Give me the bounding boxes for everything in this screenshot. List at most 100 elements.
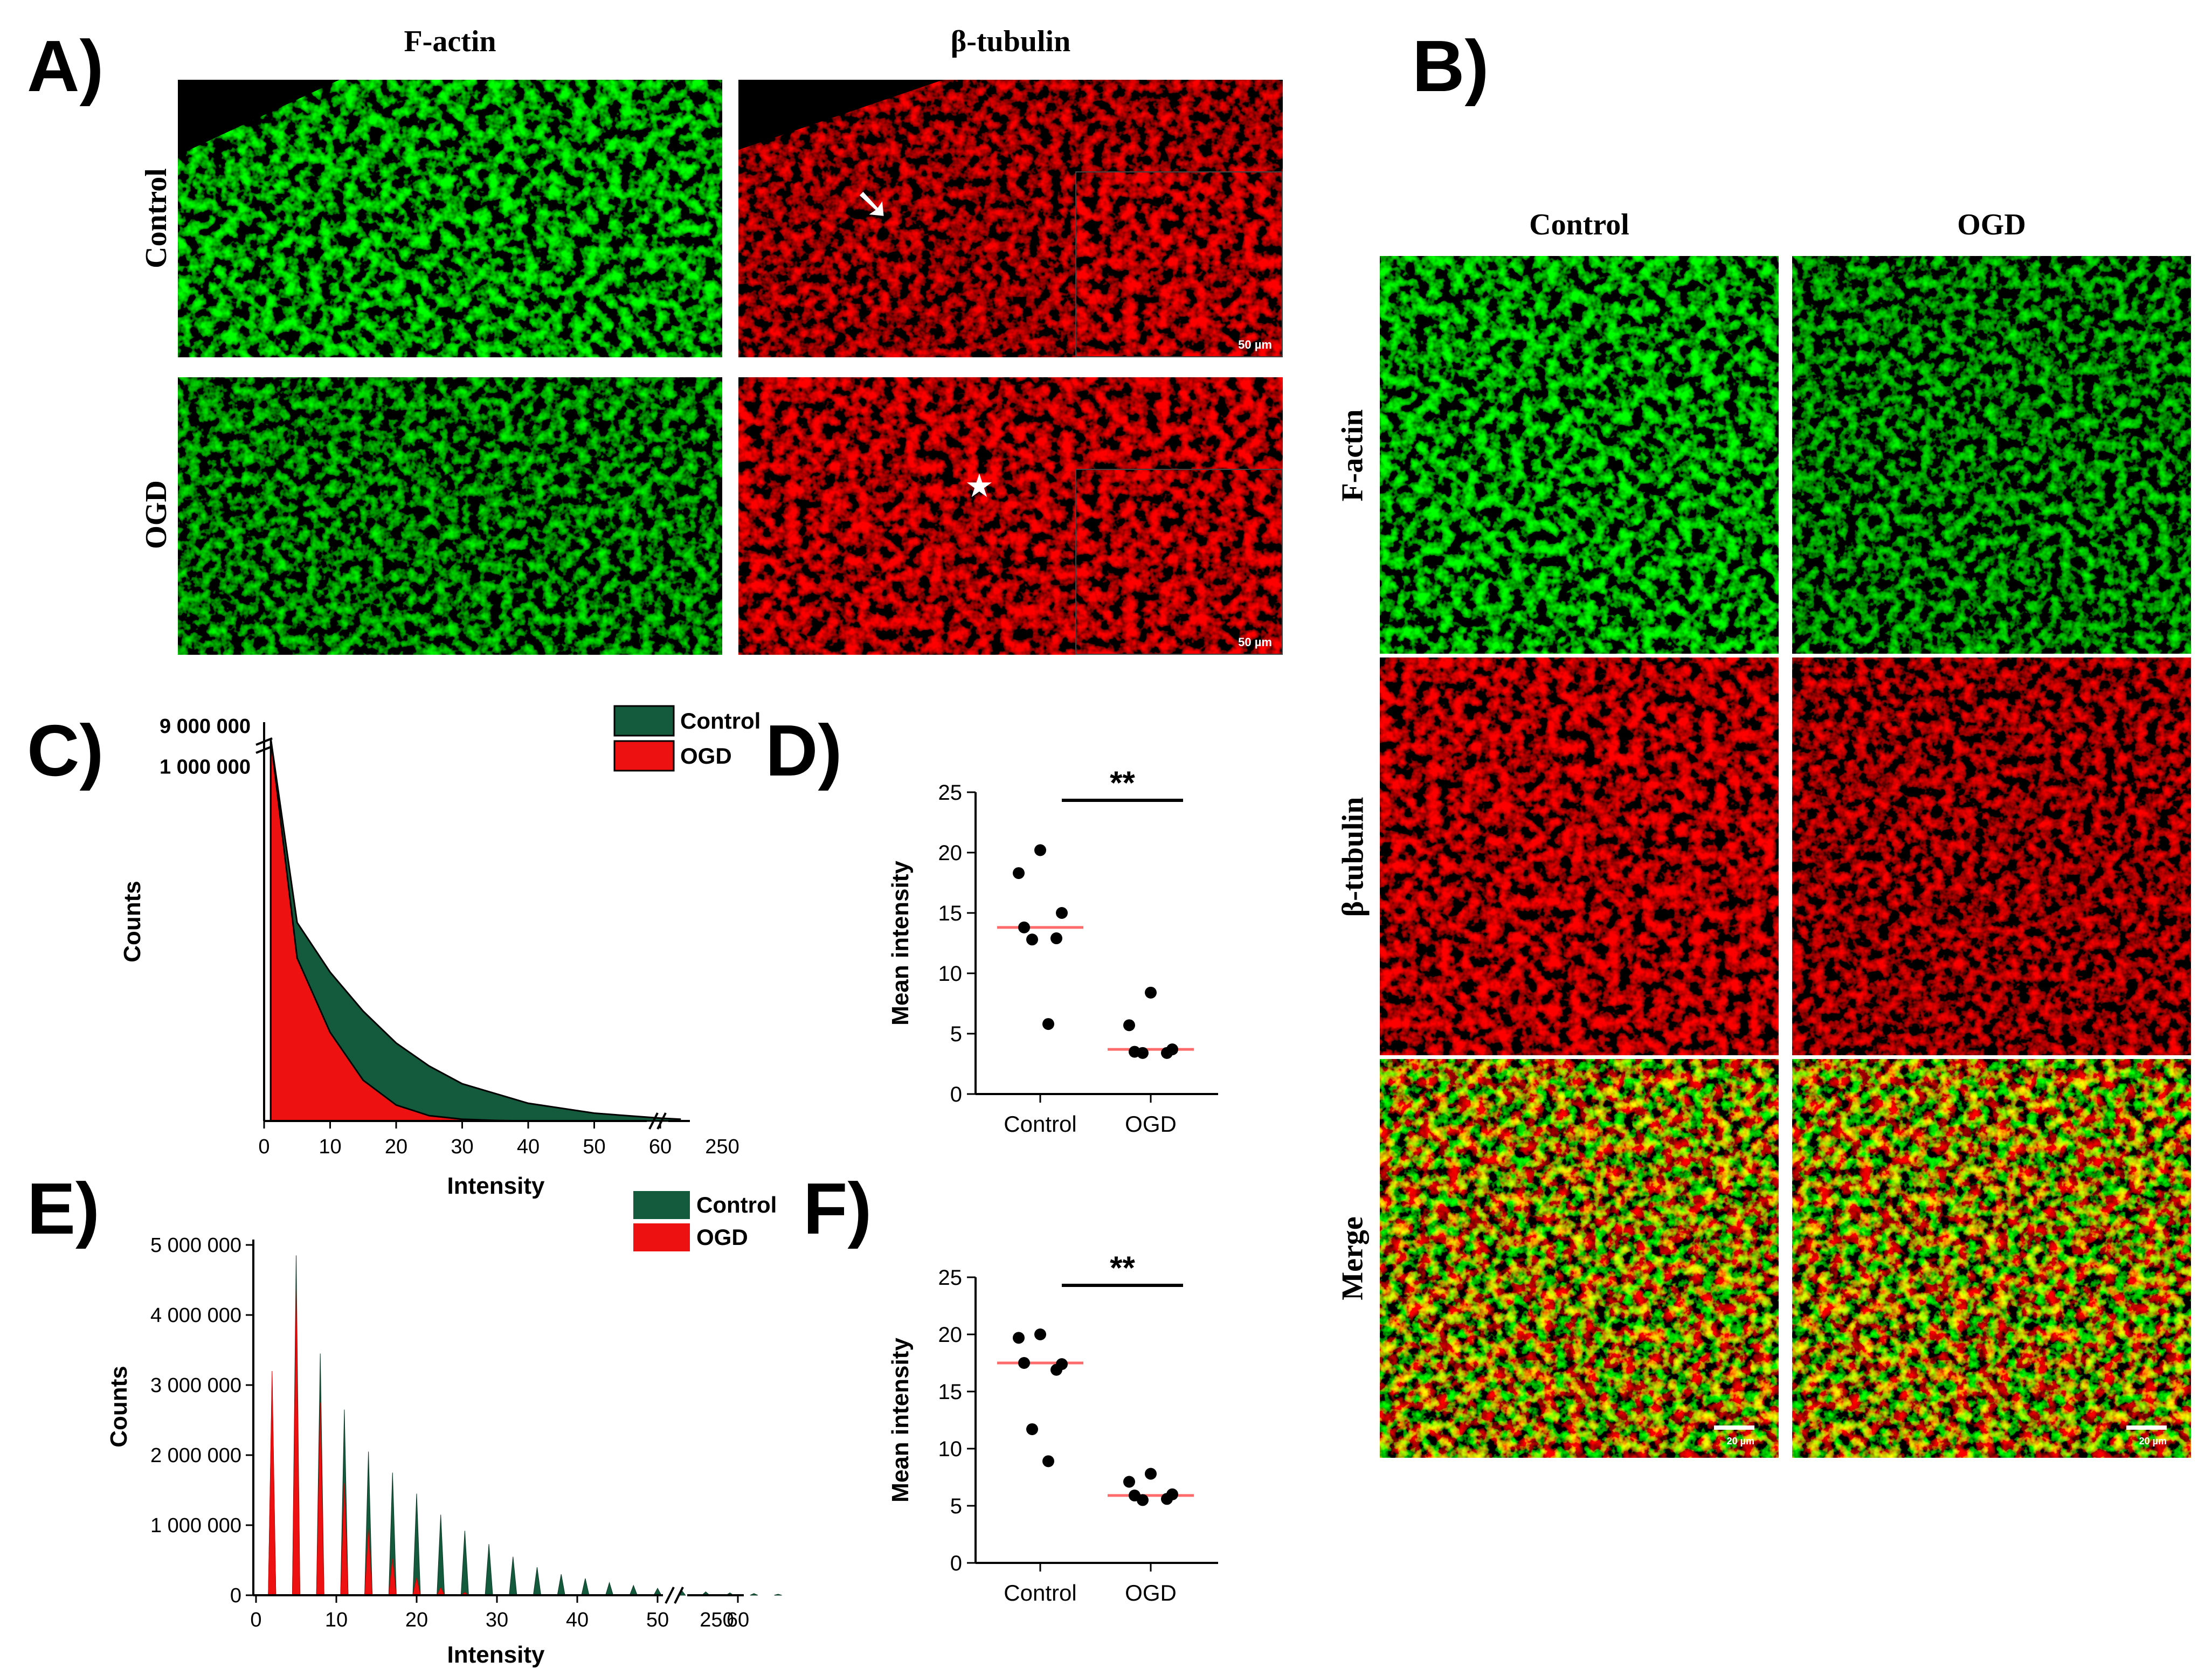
x-tick-label: 40 — [517, 1136, 540, 1158]
scale-bar-label: 20 µm — [2139, 1436, 2167, 1446]
micrograph-b-control-tubulin — [1380, 657, 1779, 1055]
legend-swatch-ogd — [613, 740, 675, 772]
y-tick-label: 25 — [938, 781, 963, 805]
bar-control — [629, 1584, 638, 1596]
x-axis-break — [656, 1112, 667, 1130]
micrograph-b-ogd-factin — [1792, 256, 2191, 654]
panel-a-header-tubulin: β-tubulin — [950, 25, 1071, 58]
y-tick-label: 0 — [950, 1552, 962, 1575]
x-tick-label: 50 — [583, 1136, 605, 1158]
bar-ogd — [268, 1371, 276, 1596]
panel-label-a: A) — [27, 25, 104, 107]
y-tick-label: 1 000 000 — [150, 1514, 241, 1537]
panel-a-row-label-ogd: OGD — [140, 480, 173, 549]
y-tick-label: 5 — [950, 1494, 962, 1518]
y-axis-break — [255, 737, 273, 746]
panel-b-header-control: Control — [1529, 208, 1629, 241]
scale-bar-label: 20 µm — [1726, 1436, 1754, 1446]
bar-control — [750, 1593, 758, 1596]
arrow-icon: ➘ — [854, 179, 891, 227]
data-point-control — [1042, 1455, 1054, 1468]
bar-control — [557, 1574, 565, 1596]
data-point-control — [1018, 1357, 1030, 1369]
panel-a-row-label-control: Control — [139, 168, 173, 268]
y-tick-label: 1 000 000 — [160, 756, 251, 779]
y-tick-label: 20 — [938, 841, 963, 865]
bar-control — [437, 1514, 445, 1596]
chart-e-intensity-histogram: 0 1 000 000 2 000 000 3 000 000 4 000 000 5 0… — [106, 1191, 782, 1668]
data-point-control — [1034, 844, 1046, 856]
chart-d-mean-intensity: 0 5 10 15 20 25 Control OGD Mean intensity ** — [887, 765, 1218, 1137]
x-tick-label: 10 — [325, 1609, 348, 1631]
data-point-control — [1013, 867, 1025, 880]
chart-f-mean-intensity: 0 5 10 15 20 25 Control OGD Mean intensity ** — [887, 1250, 1218, 1605]
x-tick-label: 0 — [258, 1136, 269, 1158]
y-tick-label: 2 000 000 — [150, 1444, 241, 1467]
bar-control — [485, 1544, 493, 1596]
micrograph-a-control-factin — [178, 80, 722, 357]
star-icon: ★ — [965, 468, 994, 504]
y-tick-label: 0 — [230, 1584, 241, 1607]
data-point-ogd — [1161, 1047, 1173, 1059]
data-point-control — [1050, 1363, 1062, 1376]
y-tick-label: 3 000 000 — [150, 1374, 241, 1397]
x-tick-label: 20 — [385, 1136, 407, 1158]
y-tick-label: 4 000 000 — [150, 1304, 241, 1327]
data-point-control — [1042, 1018, 1054, 1030]
panel-label-c: C) — [27, 710, 104, 791]
data-point-ogd — [1161, 1493, 1173, 1505]
x-tick-label: 0 — [250, 1609, 261, 1631]
data-point-ogd — [1137, 1047, 1149, 1059]
data-point-control — [1018, 921, 1030, 933]
data-point-control — [1026, 933, 1038, 946]
x-tick-label: 30 — [486, 1609, 508, 1631]
micrograph-b-ogd-merge: 20 µm — [1792, 1059, 2191, 1458]
bar-control — [460, 1531, 469, 1596]
data-point-control — [1026, 1423, 1038, 1435]
chart-c-intensity-histogram: 0 10 20 30 40 50 60 250 1 000 000 9 000 000 Intens… — [119, 705, 761, 1199]
area-series-control — [269, 738, 681, 1122]
panel-label-e: E) — [27, 1168, 100, 1249]
y-tick-label: 15 — [938, 902, 963, 925]
data-point-control — [1050, 932, 1062, 945]
micrograph-a-ogd-factin — [178, 377, 722, 655]
bar-control — [605, 1581, 614, 1596]
legend-label-control: Control — [696, 1192, 777, 1217]
bar-ogd — [316, 1402, 324, 1596]
legend-label-control: Control — [680, 708, 761, 733]
y-tick-label: 9 000 000 — [160, 715, 251, 738]
micrograph-a-control-tubulin: 50 µm ➘ — [738, 80, 1283, 357]
x-axis-break — [674, 1587, 684, 1604]
significance-marker: ** — [1110, 765, 1135, 801]
micrograph-b-control-factin — [1380, 256, 1779, 654]
panel-b-header-ogd: OGD — [1957, 208, 2026, 241]
micrograph-b-ogd-tubulin — [1792, 657, 2191, 1055]
bar-control — [509, 1556, 517, 1596]
scale-bar-label: 50 µm — [1238, 635, 1272, 649]
y-tick-label: 20 — [938, 1323, 963, 1347]
x-tick-label: 250 — [705, 1136, 739, 1158]
bar-ogd — [292, 1286, 301, 1596]
data-point-ogd — [1145, 1468, 1157, 1480]
legend-swatch-control — [633, 1191, 690, 1219]
inset-control-tubulin: 50 µm — [1075, 171, 1283, 357]
y-tick-label: 5 000 000 — [150, 1234, 241, 1257]
x-tick-label-ogd: OGD — [1125, 1580, 1177, 1605]
y-axis-label: Mean intensity — [887, 1338, 914, 1503]
bar-control — [533, 1567, 542, 1596]
x-tick-label-ogd: OGD — [1125, 1111, 1177, 1137]
data-point-ogd — [1123, 1476, 1135, 1488]
data-point-ogd — [1145, 986, 1157, 999]
x-axis-label: Intensity — [447, 1173, 545, 1199]
x-tick-label: 40 — [566, 1609, 589, 1631]
panel-b-row-label-tubulin: β-tubulin — [1336, 797, 1370, 917]
y-tick-label: 10 — [938, 1437, 963, 1461]
x-tick-label: 10 — [319, 1136, 341, 1158]
legend-label-ogd: OGD — [680, 743, 732, 769]
data-point-control — [1056, 907, 1068, 919]
x-tick-label-control: Control — [1004, 1111, 1076, 1137]
panel-b-row-label-factin: F-actin — [1336, 409, 1370, 502]
panel-label-f: F) — [803, 1168, 872, 1249]
x-tick-label: 30 — [451, 1136, 473, 1158]
micrograph-a-ogd-tubulin: 50 µm ★ — [738, 377, 1283, 655]
